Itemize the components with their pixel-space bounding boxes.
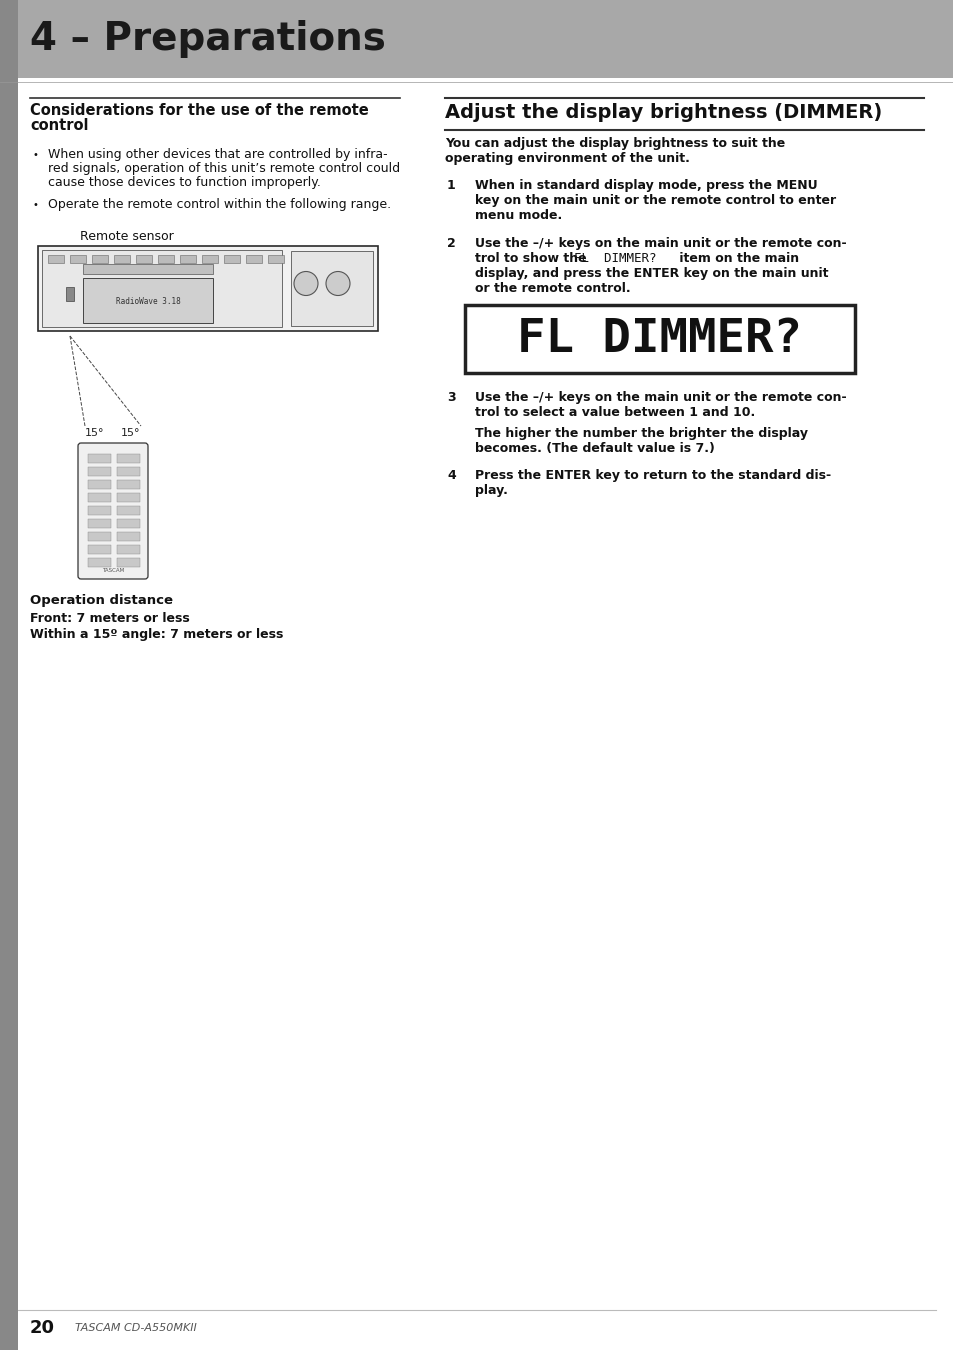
Circle shape xyxy=(294,271,317,296)
Text: Press the ENTER key to return to the standard dis-: Press the ENTER key to return to the sta… xyxy=(475,468,830,482)
Text: When in standard display mode, press the MENU: When in standard display mode, press the… xyxy=(475,180,817,192)
Text: Operation distance: Operation distance xyxy=(30,594,172,608)
Text: red signals, operation of this unit’s remote control could: red signals, operation of this unit’s re… xyxy=(48,162,399,176)
Text: •: • xyxy=(32,200,38,211)
Bar xyxy=(38,246,377,331)
Bar xyxy=(117,518,140,528)
Bar xyxy=(117,532,140,541)
Bar xyxy=(246,255,262,263)
Text: When using other devices that are controlled by infra-: When using other devices that are contro… xyxy=(48,148,387,161)
Bar xyxy=(136,255,152,263)
Bar xyxy=(88,467,111,477)
Bar xyxy=(66,288,74,301)
Bar xyxy=(113,255,130,263)
Text: trol to show the: trol to show the xyxy=(475,252,590,265)
Bar xyxy=(83,265,213,274)
Text: or the remote control.: or the remote control. xyxy=(475,282,630,296)
Text: The higher the number the brighter the display: The higher the number the brighter the d… xyxy=(475,427,807,440)
Text: 1: 1 xyxy=(447,180,456,192)
Text: Front: 7 meters or less: Front: 7 meters or less xyxy=(30,612,190,625)
Text: Adjust the display brightness (DIMMER): Adjust the display brightness (DIMMER) xyxy=(444,103,882,122)
Bar xyxy=(88,545,111,554)
Text: 15°: 15° xyxy=(85,428,105,437)
Bar xyxy=(88,481,111,489)
Text: Operate the remote control within the following range.: Operate the remote control within the fo… xyxy=(48,198,391,211)
Bar xyxy=(0,0,18,1350)
Circle shape xyxy=(326,271,350,296)
Text: operating environment of the unit.: operating environment of the unit. xyxy=(444,153,689,165)
Bar xyxy=(83,278,213,323)
Text: 15°: 15° xyxy=(121,428,141,437)
Text: 3: 3 xyxy=(447,392,456,404)
Text: item on the main: item on the main xyxy=(675,252,799,265)
Text: trol to select a value between 1 and 10.: trol to select a value between 1 and 10. xyxy=(475,406,755,418)
Bar xyxy=(117,493,140,502)
Bar xyxy=(158,255,173,263)
Text: control: control xyxy=(30,117,89,134)
Bar xyxy=(180,255,195,263)
Bar xyxy=(268,255,284,263)
Bar xyxy=(117,506,140,514)
Bar xyxy=(88,518,111,528)
Bar xyxy=(464,305,854,373)
Text: Remote sensor: Remote sensor xyxy=(80,230,173,243)
Text: 4 – Preparations: 4 – Preparations xyxy=(30,20,385,58)
Text: Use the –/+ keys on the main unit or the remote con-: Use the –/+ keys on the main unit or the… xyxy=(475,392,845,404)
Bar xyxy=(117,454,140,463)
Text: display, and press the ENTER key on the main unit: display, and press the ENTER key on the … xyxy=(475,267,827,279)
Text: You can adjust the display brightness to suit the: You can adjust the display brightness to… xyxy=(444,136,784,150)
Text: RadioWave 3.18: RadioWave 3.18 xyxy=(115,297,180,305)
Bar xyxy=(224,255,240,263)
Text: cause those devices to function improperly.: cause those devices to function improper… xyxy=(48,176,320,189)
Text: 2: 2 xyxy=(447,238,456,250)
Text: 20: 20 xyxy=(30,1319,55,1336)
Text: FL  DIMMER?: FL DIMMER? xyxy=(574,252,656,265)
FancyBboxPatch shape xyxy=(78,443,148,579)
Text: Considerations for the use of the remote: Considerations for the use of the remote xyxy=(30,103,369,117)
Text: menu mode.: menu mode. xyxy=(475,209,561,221)
Text: becomes. (The default value is 7.): becomes. (The default value is 7.) xyxy=(475,441,714,455)
Bar xyxy=(91,255,108,263)
Bar xyxy=(117,545,140,554)
Bar xyxy=(70,255,86,263)
Bar xyxy=(117,481,140,489)
Text: •: • xyxy=(32,150,38,161)
Bar xyxy=(88,506,111,514)
Bar xyxy=(0,0,953,78)
Text: TASCAM: TASCAM xyxy=(102,568,124,572)
Bar xyxy=(291,251,373,325)
Text: TASCAM CD-A550MKII: TASCAM CD-A550MKII xyxy=(75,1323,196,1332)
Text: FL DIMMER?: FL DIMMER? xyxy=(517,316,801,362)
Text: Use the –/+ keys on the main unit or the remote con-: Use the –/+ keys on the main unit or the… xyxy=(475,238,845,250)
Text: Within a 15º angle: 7 meters or less: Within a 15º angle: 7 meters or less xyxy=(30,628,283,641)
Bar xyxy=(88,454,111,463)
Text: key on the main unit or the remote control to enter: key on the main unit or the remote contr… xyxy=(475,194,835,207)
Text: play.: play. xyxy=(475,485,507,497)
Bar xyxy=(48,255,64,263)
Bar xyxy=(88,532,111,541)
Bar xyxy=(202,255,218,263)
Bar xyxy=(42,250,282,327)
Bar xyxy=(117,558,140,567)
Bar xyxy=(88,558,111,567)
Bar xyxy=(117,467,140,477)
Bar xyxy=(88,493,111,502)
Text: 4: 4 xyxy=(447,468,456,482)
